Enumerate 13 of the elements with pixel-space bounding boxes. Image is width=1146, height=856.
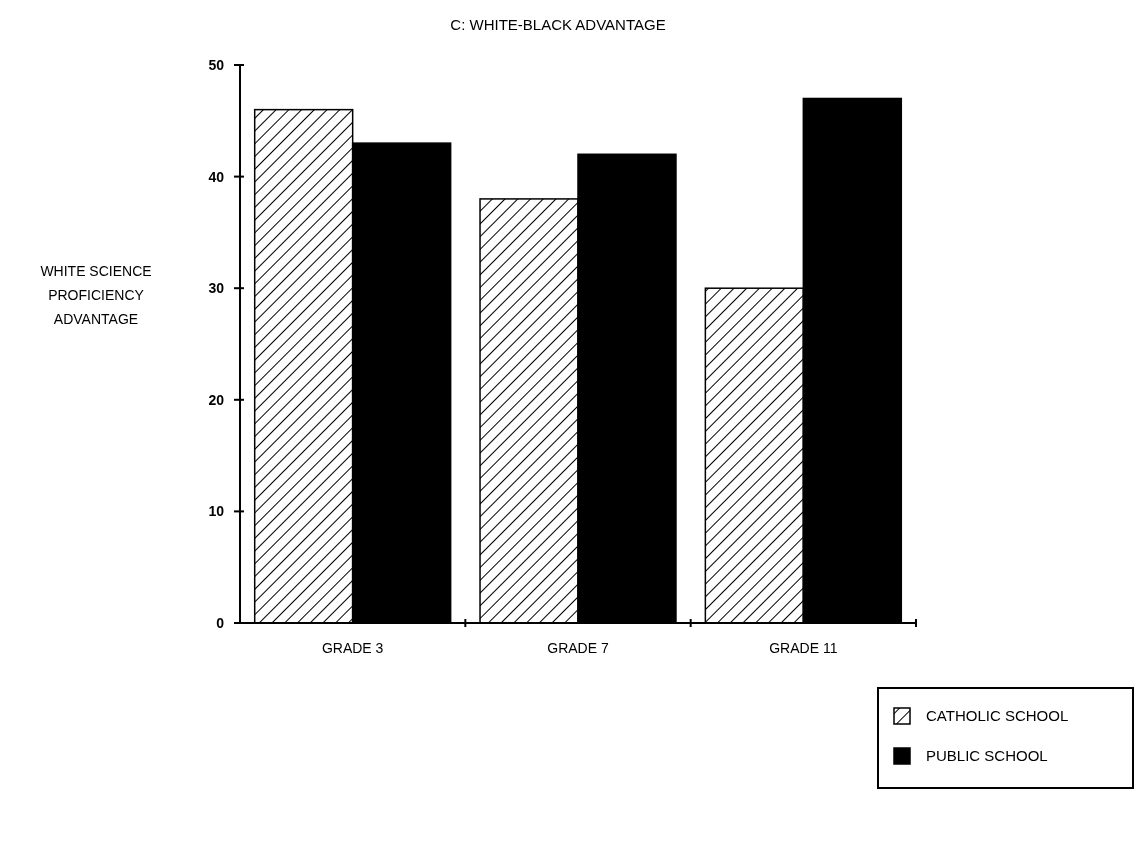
y-tick-label: 30 bbox=[208, 280, 225, 297]
chart-title: C: WHITE-BLACK ADVANTAGE bbox=[450, 16, 666, 33]
y-tick-label: 0 bbox=[216, 614, 225, 631]
legend-label: PUBLIC SCHOOL bbox=[926, 747, 1048, 765]
y-tick-label: 50 bbox=[208, 56, 225, 73]
x-tick-label: GRADE 11 bbox=[769, 640, 838, 656]
y-tick-label: 10 bbox=[208, 503, 225, 520]
y-tick-label: 40 bbox=[208, 168, 225, 185]
legend-label: CATHOLIC SCHOOL bbox=[926, 707, 1069, 725]
x-tick-label: GRADE 3 bbox=[321, 640, 384, 656]
y-axis-title: WHITE SCIENCE PROFICIENCY ADVANTAGE bbox=[40, 263, 152, 327]
y-tick-label: 20 bbox=[208, 391, 225, 408]
x-tick-label: GRADE 7 bbox=[547, 640, 609, 656]
